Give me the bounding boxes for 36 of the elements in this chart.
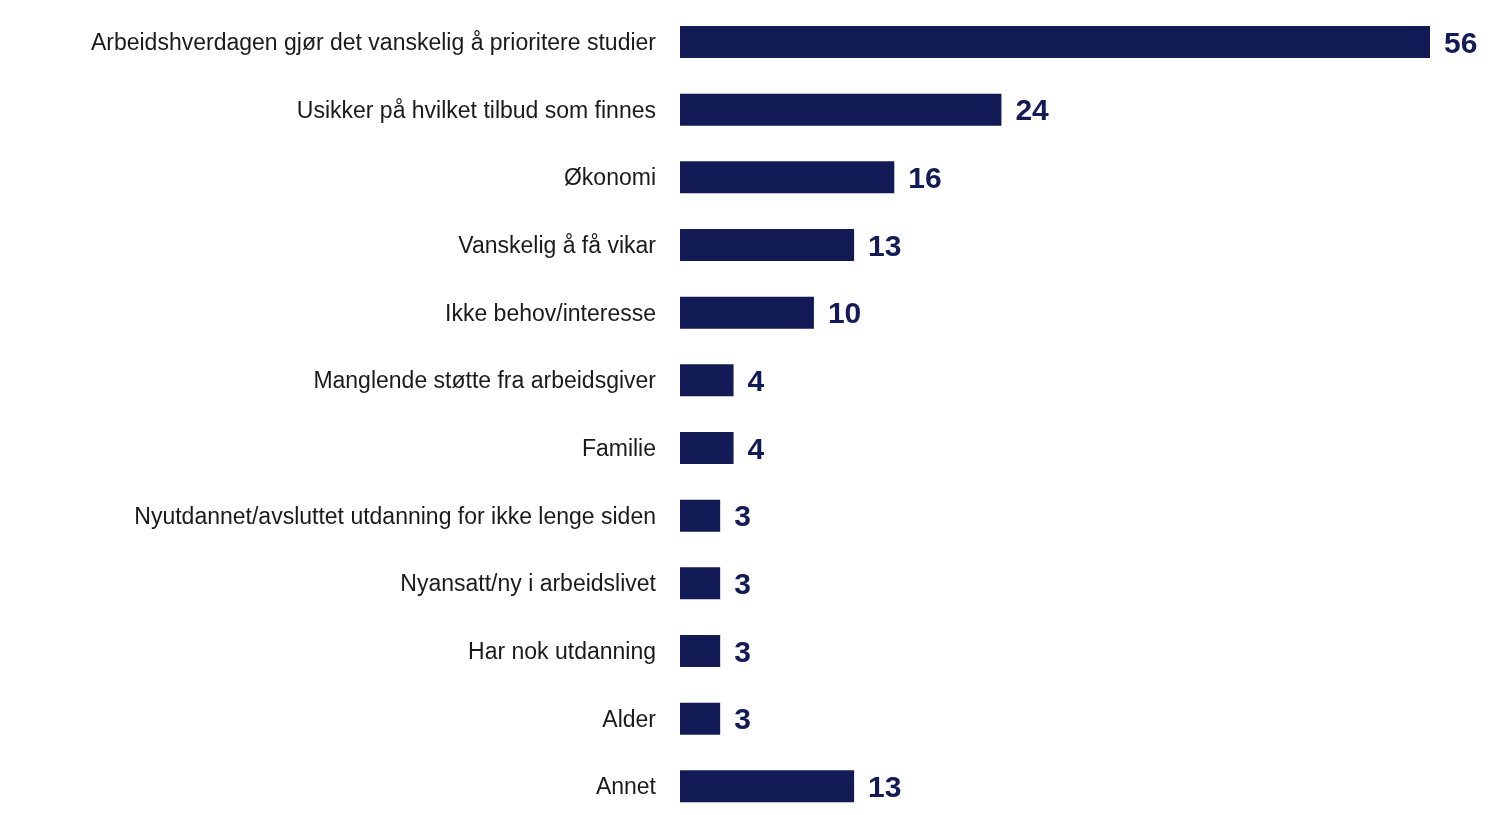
data-label: 3 [734, 566, 751, 600]
bar [680, 161, 895, 194]
y-tick-label: Nyutdannet/avsluttet utdanning for ikke lenge siden [134, 502, 656, 529]
bar [680, 296, 814, 329]
y-tick-label: Har nok utdanning [468, 638, 656, 664]
data-label: 10 [827, 296, 862, 330]
y-tick-label: Manglende støtte fra arbeidsgiver [313, 367, 657, 394]
bar [680, 432, 734, 464]
data-label: 3 [734, 634, 751, 668]
y-tick-label: Alder [602, 705, 657, 732]
y-tick-label: Familie [581, 435, 656, 461]
data-label: 16 [908, 160, 942, 194]
y-tick-label: Vanskelig å få vikar [458, 232, 657, 258]
y-tick-label: Arbeidshverdagen gjør det vanskelig å prioritere studier [90, 29, 657, 55]
data-label: 56 [1444, 25, 1478, 59]
bar [680, 702, 721, 735]
y-tick-label: Nyansatt/ny i arbeidslivet [400, 570, 657, 597]
bar [680, 567, 721, 600]
data-label: 3 [734, 499, 751, 533]
bar [680, 229, 855, 261]
bar [680, 93, 1002, 126]
data-label: 13 [868, 769, 902, 803]
bar [680, 770, 855, 803]
data-label: 3 [734, 702, 751, 736]
data-label: 24 [1015, 93, 1050, 127]
bar [680, 364, 734, 397]
data-label: 4 [747, 431, 765, 465]
y-tick-label: Annet [595, 773, 657, 800]
data-label: 4 [747, 363, 765, 397]
y-tick-label: Usikker på hvilket tilbud som finnes [296, 96, 656, 123]
data-label: 13 [868, 228, 902, 262]
bar [680, 635, 721, 667]
bar [680, 26, 1430, 58]
y-tick-label: Økonomi [563, 164, 656, 191]
y-tick-label: Ikke behov/interesse [445, 299, 656, 326]
bar [680, 499, 721, 532]
